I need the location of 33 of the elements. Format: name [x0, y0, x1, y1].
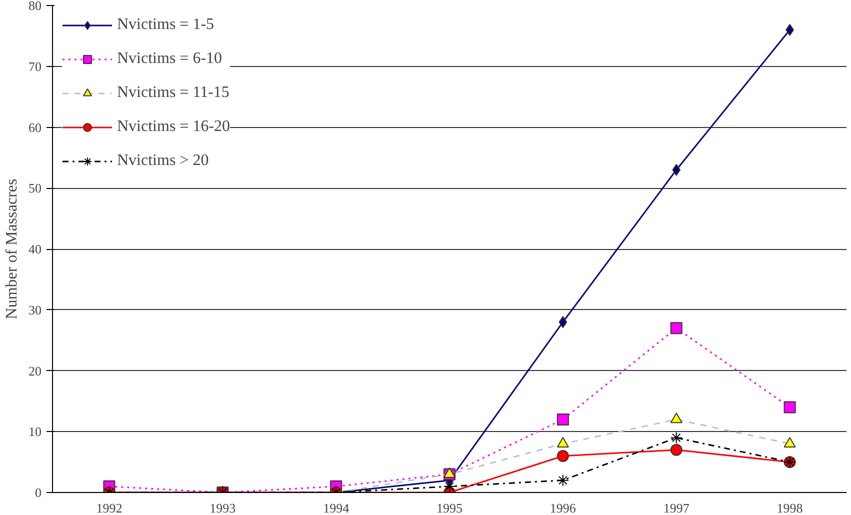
y-tick-label: 60	[28, 120, 42, 135]
point	[670, 444, 682, 456]
point	[556, 413, 569, 426]
y-tick-label: 70	[28, 58, 42, 74]
x-tick-label: 1998	[776, 500, 803, 515]
point	[444, 480, 456, 492]
x-tick-label: 1993	[210, 500, 236, 515]
legend-label: Nvictims = 6-10	[117, 50, 222, 68]
point	[670, 432, 682, 444]
x-tick-label: 1997	[663, 500, 690, 515]
point	[556, 474, 569, 486]
point	[672, 164, 681, 176]
y-tick-label: 0	[35, 485, 42, 500]
y-tick-label: 30	[28, 302, 42, 318]
y-axis-title: Number of Massacres	[4, 178, 20, 320]
point	[670, 322, 682, 334]
x-tick-label: 1992	[96, 500, 122, 515]
x-tick-label: 1995	[436, 500, 462, 515]
point	[784, 401, 796, 414]
y-tick-label: 50	[28, 180, 42, 196]
point	[670, 412, 682, 424]
x-tick-label: 1994	[323, 500, 350, 515]
y-tick-label: 80	[28, 0, 42, 13]
point	[556, 450, 569, 462]
legend-label: Nvictims = 11-15	[117, 84, 230, 102]
y-tick-label: 10	[28, 424, 42, 440]
y-tick-label: 20	[28, 363, 42, 378]
legend-label: Nvictims = 16-20	[117, 118, 230, 136]
y-tick-label: 40	[28, 242, 42, 256]
point	[558, 316, 568, 328]
legend-label: Nvictims > 20	[117, 152, 209, 170]
x-tick-label: 1996	[550, 500, 576, 515]
legend-label: Nvictims = 1-5	[117, 16, 214, 34]
